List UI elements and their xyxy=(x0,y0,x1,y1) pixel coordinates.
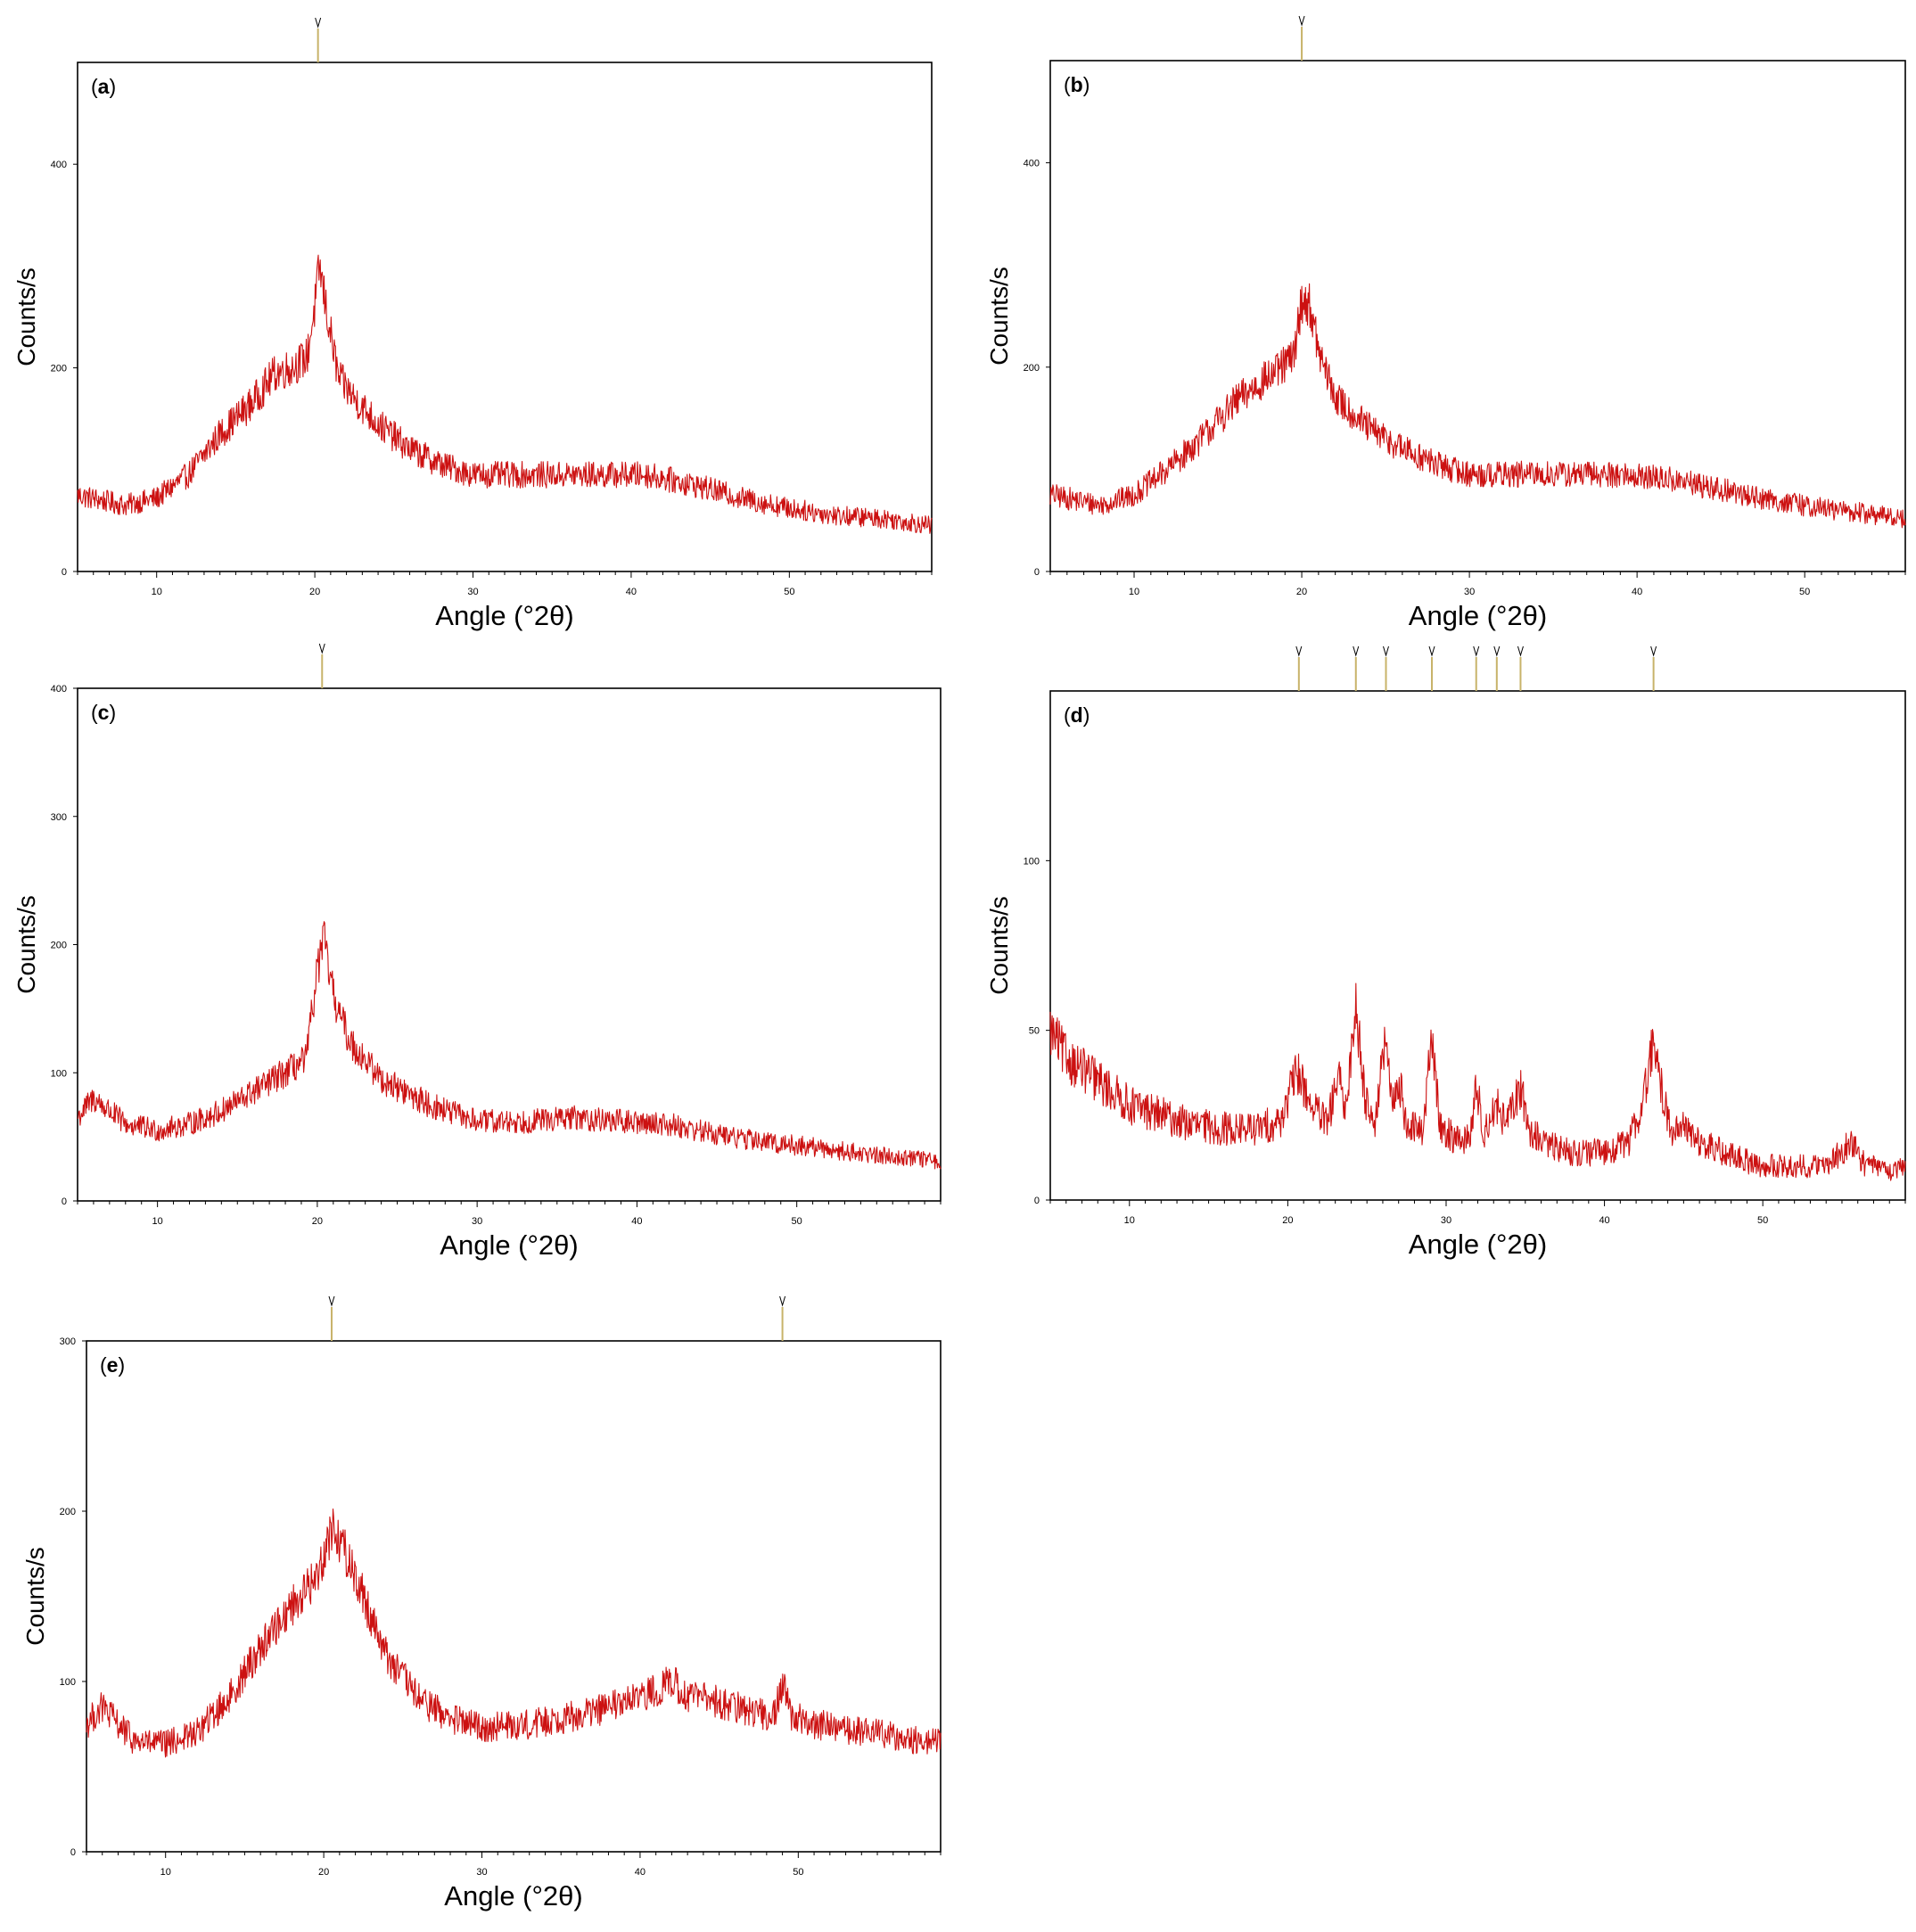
x-tick-label: 20 xyxy=(312,1216,323,1227)
y-tick-label: 0 xyxy=(1034,567,1040,578)
y-tick-label: 300 xyxy=(51,812,67,823)
x-tick-label: 20 xyxy=(1282,1215,1293,1226)
x-tick-label: 20 xyxy=(309,587,320,597)
x-tick-label: 30 xyxy=(472,1216,482,1227)
panel-label-c: (c) xyxy=(91,701,116,724)
y-tick-label: 0 xyxy=(1034,1196,1040,1206)
panel-label-b: (b) xyxy=(1064,73,1090,96)
x-axis-label: Angle (°2θ) xyxy=(1409,600,1547,631)
reference-peak-caret xyxy=(315,17,322,29)
x-axis-label: Angle (°2θ) xyxy=(435,600,573,631)
x-tick-label: 10 xyxy=(160,1867,171,1878)
x-tick-label: 10 xyxy=(1124,1215,1135,1226)
x-tick-label: 10 xyxy=(1129,587,1139,597)
y-tick-label: 200 xyxy=(60,1507,76,1517)
panel-label-a: (a) xyxy=(91,75,116,98)
x-tick-label: 50 xyxy=(784,587,794,597)
reference-peak-caret xyxy=(1517,645,1524,657)
x-tick-label: 40 xyxy=(635,1867,646,1878)
y-axis-label: Counts/s xyxy=(985,896,1013,995)
y-tick-label: 200 xyxy=(1024,363,1040,374)
reference-peak-caret xyxy=(1650,645,1657,657)
x-tick-label: 50 xyxy=(792,1216,802,1227)
x-tick-label: 10 xyxy=(152,1216,163,1227)
xrd-trace-a xyxy=(77,254,933,534)
panel-label-d: (d) xyxy=(1064,703,1090,727)
x-tick-label: 20 xyxy=(318,1867,329,1878)
y-tick-label: 300 xyxy=(60,1336,76,1347)
y-tick-label: 400 xyxy=(1024,159,1040,169)
y-tick-label: 400 xyxy=(51,160,67,170)
x-tick-label: 30 xyxy=(1464,587,1475,597)
x-axis-label: Angle (°2θ) xyxy=(1409,1229,1547,1260)
y-axis-label: Counts/s xyxy=(985,267,1013,366)
x-axis-label: Angle (°2θ) xyxy=(440,1229,578,1261)
panel-d: (d) 10 20 30 40 50 0 50 100 Angle (°2θ) Counts/s xyxy=(985,645,1906,1260)
x-tick-label: 30 xyxy=(467,587,478,597)
x-axis-label: Angle (°2θ) xyxy=(444,1880,582,1911)
x-tick-label: 50 xyxy=(1799,587,1810,597)
y-tick-label: 0 xyxy=(62,567,67,578)
y-tick-label: 50 xyxy=(1029,1026,1040,1037)
panel-b: (b) 10 20 30 40 50 0 200 400 Angle (°2θ) Counts/s xyxy=(985,15,1906,631)
x-tick-label: 40 xyxy=(1599,1215,1609,1226)
y-tick-label: 200 xyxy=(51,364,67,374)
x-tick-label: 40 xyxy=(631,1216,642,1227)
xrd-trace-d xyxy=(1049,982,1906,1181)
reference-peak-caret xyxy=(1493,645,1501,657)
reference-peak-caret xyxy=(1298,15,1305,27)
panel-label-e: (e) xyxy=(100,1353,125,1377)
x-tick-label: 20 xyxy=(1296,587,1307,597)
reference-peak-caret xyxy=(1473,645,1480,657)
x-tick-label: 40 xyxy=(1632,587,1642,597)
reference-peak-caret xyxy=(779,1295,786,1307)
x-tick-label: 30 xyxy=(476,1867,487,1878)
plot-frame-a xyxy=(77,62,933,572)
x-tick-label: 40 xyxy=(626,587,637,597)
y-tick-label: 400 xyxy=(51,684,67,695)
y-axis-label: Counts/s xyxy=(21,1547,49,1646)
plot-frame-e xyxy=(86,1340,942,1853)
x-tick-label: 50 xyxy=(793,1867,803,1878)
x-tick-label: 30 xyxy=(1441,1215,1451,1226)
y-tick-label: 200 xyxy=(51,941,67,951)
xrd-trace-c xyxy=(77,921,942,1170)
reference-peak-caret xyxy=(1383,645,1389,657)
y-axis-label: Counts/s xyxy=(12,895,40,994)
xrd-trace-b xyxy=(1049,283,1906,529)
reference-peak-caret xyxy=(1295,645,1303,657)
xrd-trace-e xyxy=(86,1508,942,1758)
y-tick-label: 100 xyxy=(60,1677,76,1688)
y-tick-label: 100 xyxy=(51,1068,67,1079)
reference-peak-caret xyxy=(1353,645,1360,657)
reference-peak-caret xyxy=(1428,645,1435,657)
y-tick-label: 0 xyxy=(70,1847,76,1858)
panel-a: (a) 10 20 30 40 50 0 200 400 Angle (°2θ) Counts/s xyxy=(12,17,933,631)
panel-c: (c) 10 20 30 40 50 0 100 200 300 400 Angle (°2θ) Cou… xyxy=(12,643,942,1261)
plot-frame-b xyxy=(1049,60,1906,572)
reference-peak-caret xyxy=(328,1295,335,1307)
panel-e: (e) 10 20 30 40 50 0 100 200 300 Angle (°2θ) Counts… xyxy=(21,1295,942,1911)
y-tick-label: 0 xyxy=(62,1196,67,1207)
y-axis-label: Counts/s xyxy=(12,267,40,366)
x-tick-label: 10 xyxy=(152,587,162,597)
x-tick-label: 50 xyxy=(1757,1215,1768,1226)
y-tick-label: 100 xyxy=(1024,856,1040,867)
reference-peak-caret xyxy=(318,643,325,654)
